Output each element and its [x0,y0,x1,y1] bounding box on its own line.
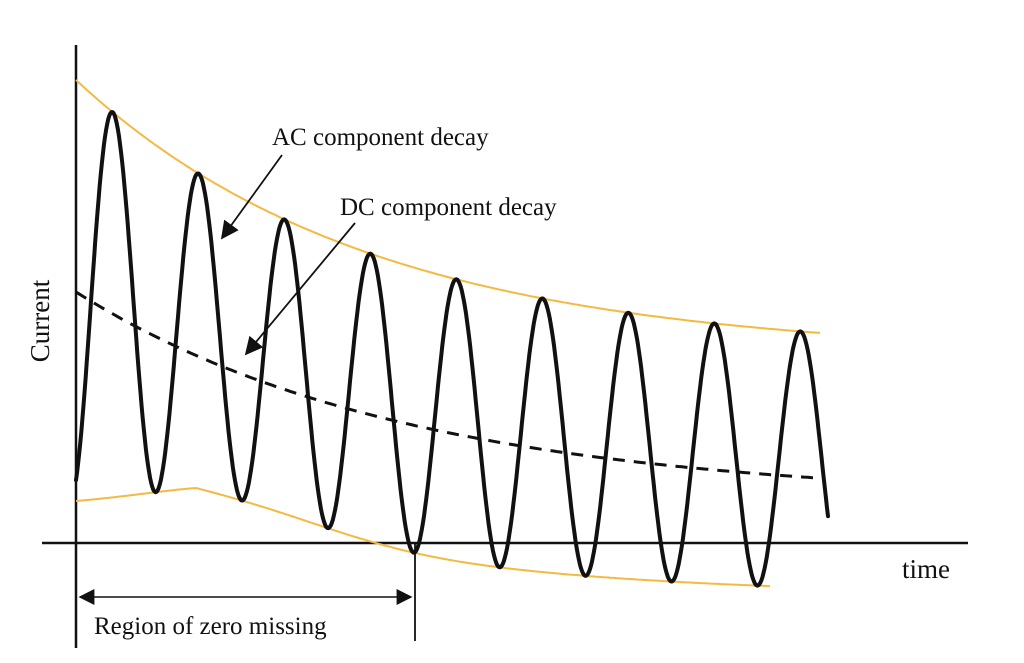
current-waveform [74,110,830,588]
ac-decay-label: AC component decay [272,124,489,151]
lower-envelope-curve [75,487,771,588]
dc-decay-arrow [244,222,356,356]
x-axis-label: time [902,554,950,584]
dc-decay-label: DC component decay [340,194,557,221]
ac-decay-arrow [220,154,283,240]
region-label: Region of zero missing [94,613,327,640]
y-axis-label: Current [25,279,55,362]
